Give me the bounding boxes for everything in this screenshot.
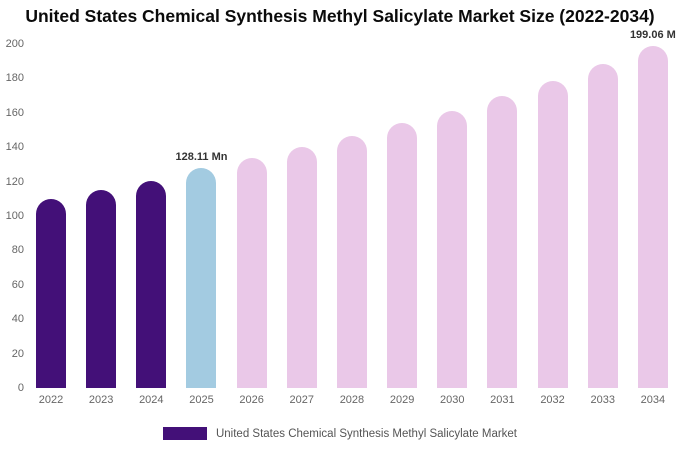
x-axis-tick-label: 2032: [540, 394, 565, 406]
bar-2024: [136, 180, 167, 388]
legend: United States Chemical Synthesis Methyl …: [0, 427, 680, 440]
bar-column: [336, 44, 367, 388]
bar-column: [387, 44, 418, 388]
x-axis: 2022 2023 2024 2025 2026 2027 2028 2029 2030 2031…: [30, 394, 674, 406]
x-axis-tick-label: 2025: [189, 394, 214, 406]
bar-column: [36, 44, 66, 388]
bar-2025: [186, 167, 217, 388]
x-axis-tick-label: 2022: [38, 394, 64, 406]
y-axis-tick-label: 140: [5, 141, 24, 154]
x-axis-tick-label: 2033: [590, 394, 615, 406]
data-label-2025: 128.11 Mn: [175, 150, 228, 163]
legend-label: United States Chemical Synthesis Methyl …: [215, 427, 518, 440]
bar-column: [537, 44, 568, 388]
bar-column: [286, 44, 317, 388]
x-axis-tick-label: 2029: [389, 394, 415, 406]
y-axis-tick-label: 80: [11, 244, 24, 257]
bar-column: [236, 44, 267, 388]
bar-2023: [86, 189, 117, 388]
x-axis-tick-label: 2023: [88, 394, 114, 406]
legend-swatch: [162, 427, 207, 440]
bar-2032: [537, 81, 568, 388]
y-axis-tick-label: 180: [5, 72, 24, 85]
x-axis-tick-label: 2031: [490, 394, 515, 406]
data-label-2034: 199.06 M: [629, 28, 676, 41]
bar-2034: [637, 45, 668, 388]
y-axis-tick-label: 160: [5, 106, 24, 119]
bar-column: [136, 44, 167, 388]
bar-column: [437, 44, 468, 388]
bar-2031: [487, 95, 518, 388]
bar-column: [86, 44, 117, 388]
bar-2022: [36, 199, 66, 388]
bar-2029: [387, 123, 418, 388]
y-axis: 0 20 40 60 80 100 120 140 160 180 200: [0, 38, 26, 394]
x-axis-tick-label: 2028: [339, 394, 365, 406]
x-axis-tick-label: 2034: [640, 394, 666, 406]
y-axis-tick-label: 100: [5, 210, 24, 222]
x-axis-tick-label: 2027: [289, 394, 315, 406]
y-axis-tick-label: 120: [5, 175, 24, 188]
y-axis-tick-label: 0: [17, 382, 24, 394]
bars-row: 128.11 Mn 199.06 M: [30, 29, 676, 388]
y-axis-tick-label: 40: [11, 313, 24, 326]
chart-title: United States Chemical Synthesis Methyl …: [25, 6, 655, 26]
bar-2033: [587, 64, 618, 388]
bar-column: [487, 44, 518, 388]
x-axis-tick-label: 2026: [239, 394, 264, 406]
y-axis-tick-label: 200: [5, 38, 24, 50]
bar-2028: [336, 136, 367, 388]
bar-2026: [236, 158, 267, 388]
plot-area: 128.11 Mn 199.06 M: [30, 29, 676, 388]
bar-column: 199.06 M: [630, 29, 676, 388]
y-axis-tick-label: 60: [11, 278, 24, 291]
x-axis-tick-label: 2030: [440, 394, 465, 406]
bar-2030: [437, 110, 468, 388]
x-axis-tick-label: 2024: [139, 394, 164, 406]
bar-2027: [286, 147, 317, 388]
bar-column: [587, 44, 618, 388]
bar-column: 128.11 Mn: [175, 44, 227, 388]
y-axis-tick-label: 20: [11, 347, 24, 360]
